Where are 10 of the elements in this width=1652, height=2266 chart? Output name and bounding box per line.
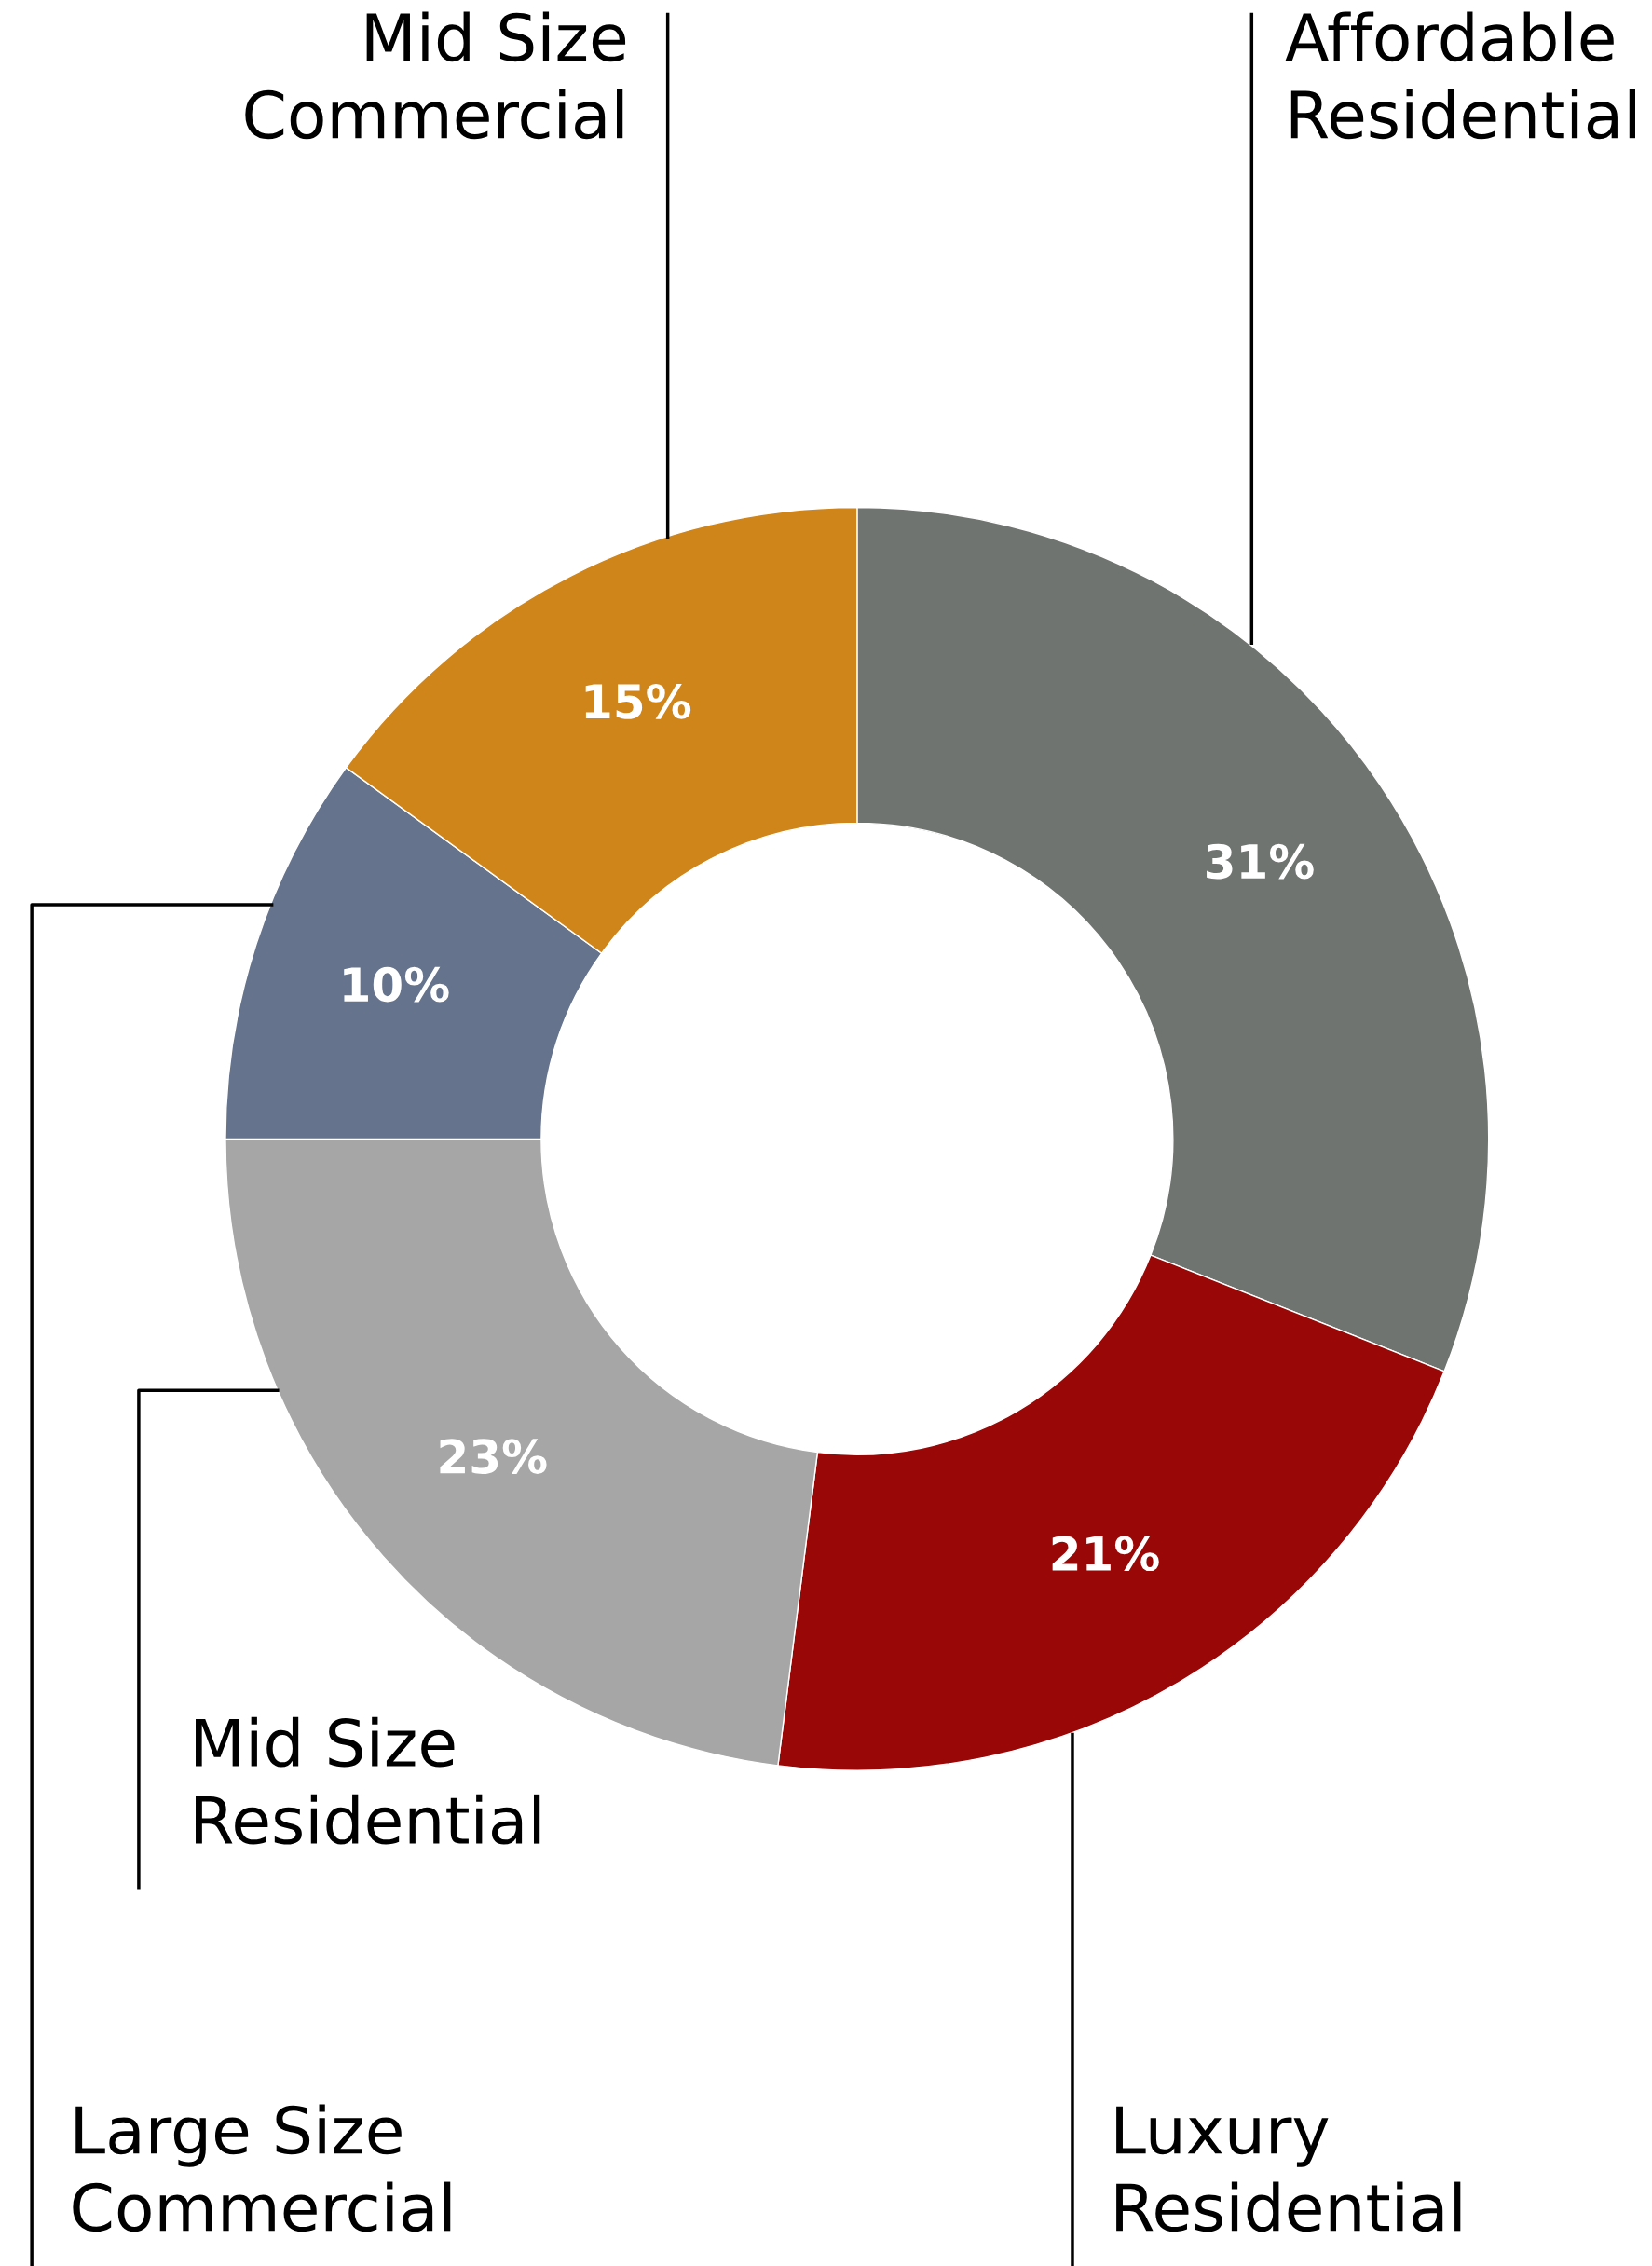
- slice-label: Large Size Commercial: [73, 2104, 451, 2232]
- slice-label: Mid Size Residential: [196, 1716, 540, 1845]
- slice-label: Mid Size Commercial: [245, 11, 626, 140]
- data-label: 31%: [1207, 843, 1314, 880]
- data-label: 21%: [1052, 1536, 1159, 1572]
- data-label: 23%: [440, 1439, 547, 1475]
- data-label: 15%: [585, 683, 691, 719]
- slice-label: Affordable Residential: [1285, 11, 1635, 140]
- slice-label: Luxury Residential: [1116, 2106, 1461, 2232]
- data-label: 10%: [344, 966, 449, 1003]
